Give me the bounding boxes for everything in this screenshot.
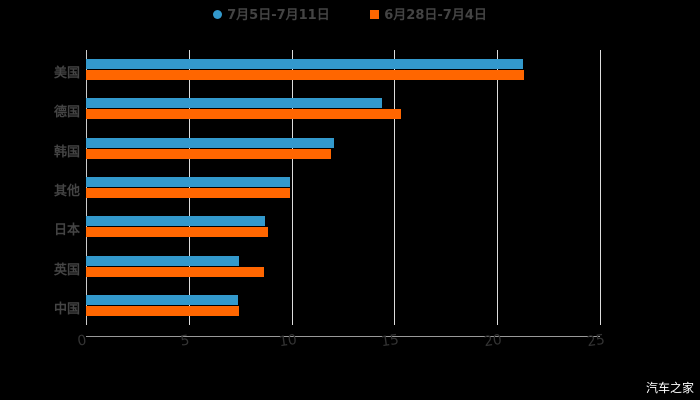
bar[interactable] — [86, 255, 240, 266]
plot-area — [86, 50, 601, 325]
category-label: 德国 — [53, 105, 80, 121]
x-tick-label: 20 — [483, 331, 504, 351]
category-label: 美国 — [53, 66, 80, 81]
x-tick-label: 25 — [586, 331, 606, 351]
bar[interactable] — [86, 137, 334, 148]
bar[interactable] — [86, 59, 523, 69]
x-tick-label: 5 — [179, 332, 191, 350]
chart-legend: 7月5日-7月11日 6月28日-7月4日 — [0, 4, 700, 23]
x-tick-label: 10 — [277, 331, 298, 351]
bar[interactable] — [86, 98, 383, 109]
bar[interactable] — [86, 70, 524, 80]
gridline — [497, 50, 498, 325]
gridline — [292, 50, 293, 325]
watermark: 汽车之家 — [645, 381, 694, 395]
category-label: 日本 — [53, 223, 80, 239]
bar[interactable] — [86, 266, 264, 277]
x-tick-label: 15 — [380, 331, 401, 351]
bar[interactable] — [86, 216, 265, 227]
category-label: 其他 — [53, 183, 80, 199]
gridline — [394, 50, 395, 325]
bar[interactable] — [86, 305, 240, 316]
legend-item-series1[interactable]: 7月5日-7月11日 — [213, 4, 330, 23]
bar[interactable] — [86, 227, 268, 238]
bar[interactable] — [86, 148, 331, 159]
bar[interactable] — [86, 176, 290, 187]
category-label: 中国 — [53, 301, 80, 317]
legend-label: 6月28日-7月4日 — [384, 8, 487, 23]
legend-circle-icon — [213, 10, 223, 19]
gridline — [189, 50, 190, 325]
category-label: 英国 — [53, 262, 80, 278]
bar[interactable] — [86, 294, 239, 305]
category-label: 韩国 — [53, 144, 80, 160]
x-axis-line — [86, 336, 600, 337]
legend-item-series2[interactable]: 6月28日-7月4日 — [370, 4, 487, 23]
legend-square-icon — [370, 10, 380, 19]
gridline — [600, 50, 601, 325]
bar[interactable] — [86, 187, 290, 198]
legend-label: 7月5日-7月11日 — [227, 8, 330, 23]
bar[interactable] — [86, 109, 401, 120]
y-axis-line — [86, 50, 87, 325]
